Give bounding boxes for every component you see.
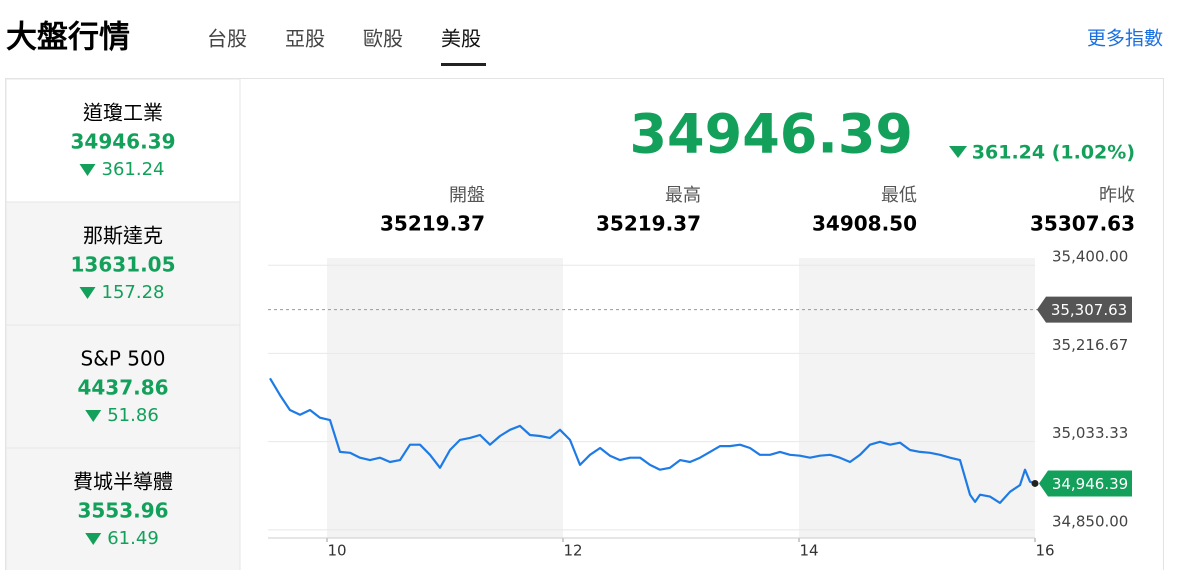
stats: 開盤 35219.37 最高 35219.37 最低 34908.50 昨收 35307.63 — [380, 185, 1135, 236]
page-title: 大盤行情 — [6, 20, 130, 56]
quote-value: 34946.39 — [629, 103, 913, 166]
index-change: 61.49 — [107, 528, 159, 549]
x-tick-label: 12 — [563, 542, 582, 560]
index-name: S&P 500 — [81, 347, 166, 371]
price-line — [269, 377, 1036, 504]
stat-label: 昨收 — [1099, 185, 1135, 206]
quote-change: 361.24 (1.02%) — [972, 142, 1135, 164]
tab-underline — [441, 63, 486, 66]
index-cell[interactable] — [5, 324, 241, 449]
last-point — [1031, 479, 1039, 487]
x-tick-label: 14 — [799, 542, 818, 560]
more-link[interactable]: 更多指數 — [1087, 28, 1163, 50]
y-tick-label: 35,400.00 — [1052, 248, 1128, 266]
index-cell[interactable] — [5, 201, 241, 326]
index-name: 那斯達克 — [83, 224, 163, 248]
index-change: 361.24 — [102, 159, 165, 180]
reference-label: 35,307.63 — [1051, 301, 1127, 319]
down-arrow — [85, 533, 102, 545]
stat-value: 35219.37 — [380, 212, 485, 236]
y-tick-label: 35,033.33 — [1052, 424, 1128, 442]
down-arrow — [949, 146, 967, 158]
x-tick-label: 10 — [327, 542, 346, 560]
y-tick-label: 35,216.67 — [1052, 336, 1128, 354]
tab[interactable]: 歐股 — [363, 27, 403, 51]
stat-value: 35219.37 — [596, 212, 701, 236]
time-band — [799, 258, 1035, 538]
time-band — [327, 258, 563, 538]
index-list: 道瓊工業 34946.39 361.24 那斯達克 13631.05 157.28 S&P … — [5, 78, 241, 572]
stat-value: 35307.63 — [1030, 212, 1135, 236]
stat-label: 最低 — [881, 185, 917, 206]
down-arrow — [85, 410, 102, 422]
index-name: 道瓊工業 — [83, 101, 163, 125]
stat-label: 開盤 — [449, 185, 485, 206]
y-tick-label: 34,850.00 — [1052, 512, 1128, 530]
x-tick-label: 16 — [1035, 542, 1054, 560]
last-tag — [1039, 470, 1132, 497]
index-change: 157.28 — [102, 282, 165, 303]
down-arrow — [79, 287, 96, 299]
index-value: 13631.05 — [70, 253, 175, 277]
index-value: 4437.86 — [77, 376, 168, 400]
index-name: 費城半導體 — [73, 470, 173, 494]
tabs: 台股 亞股 歐股 美股 — [207, 27, 486, 66]
index-change: 51.86 — [107, 405, 159, 426]
reference-tag — [1037, 296, 1132, 323]
stat-value: 34908.50 — [812, 212, 917, 236]
index-cell[interactable] — [5, 447, 241, 572]
last-label: 34,946.39 — [1052, 475, 1128, 493]
down-arrow — [79, 164, 96, 176]
index-value: 34946.39 — [70, 130, 175, 154]
index-value: 3553.96 — [77, 499, 168, 523]
stat-label: 最高 — [665, 185, 701, 206]
tab[interactable]: 台股 — [207, 27, 247, 51]
tab[interactable]: 美股 — [441, 27, 481, 51]
tab[interactable]: 亞股 — [285, 27, 325, 51]
chart: 34,850.00 35,033.33 35,216.67 35,400.00 10 12… — [268, 248, 1132, 560]
